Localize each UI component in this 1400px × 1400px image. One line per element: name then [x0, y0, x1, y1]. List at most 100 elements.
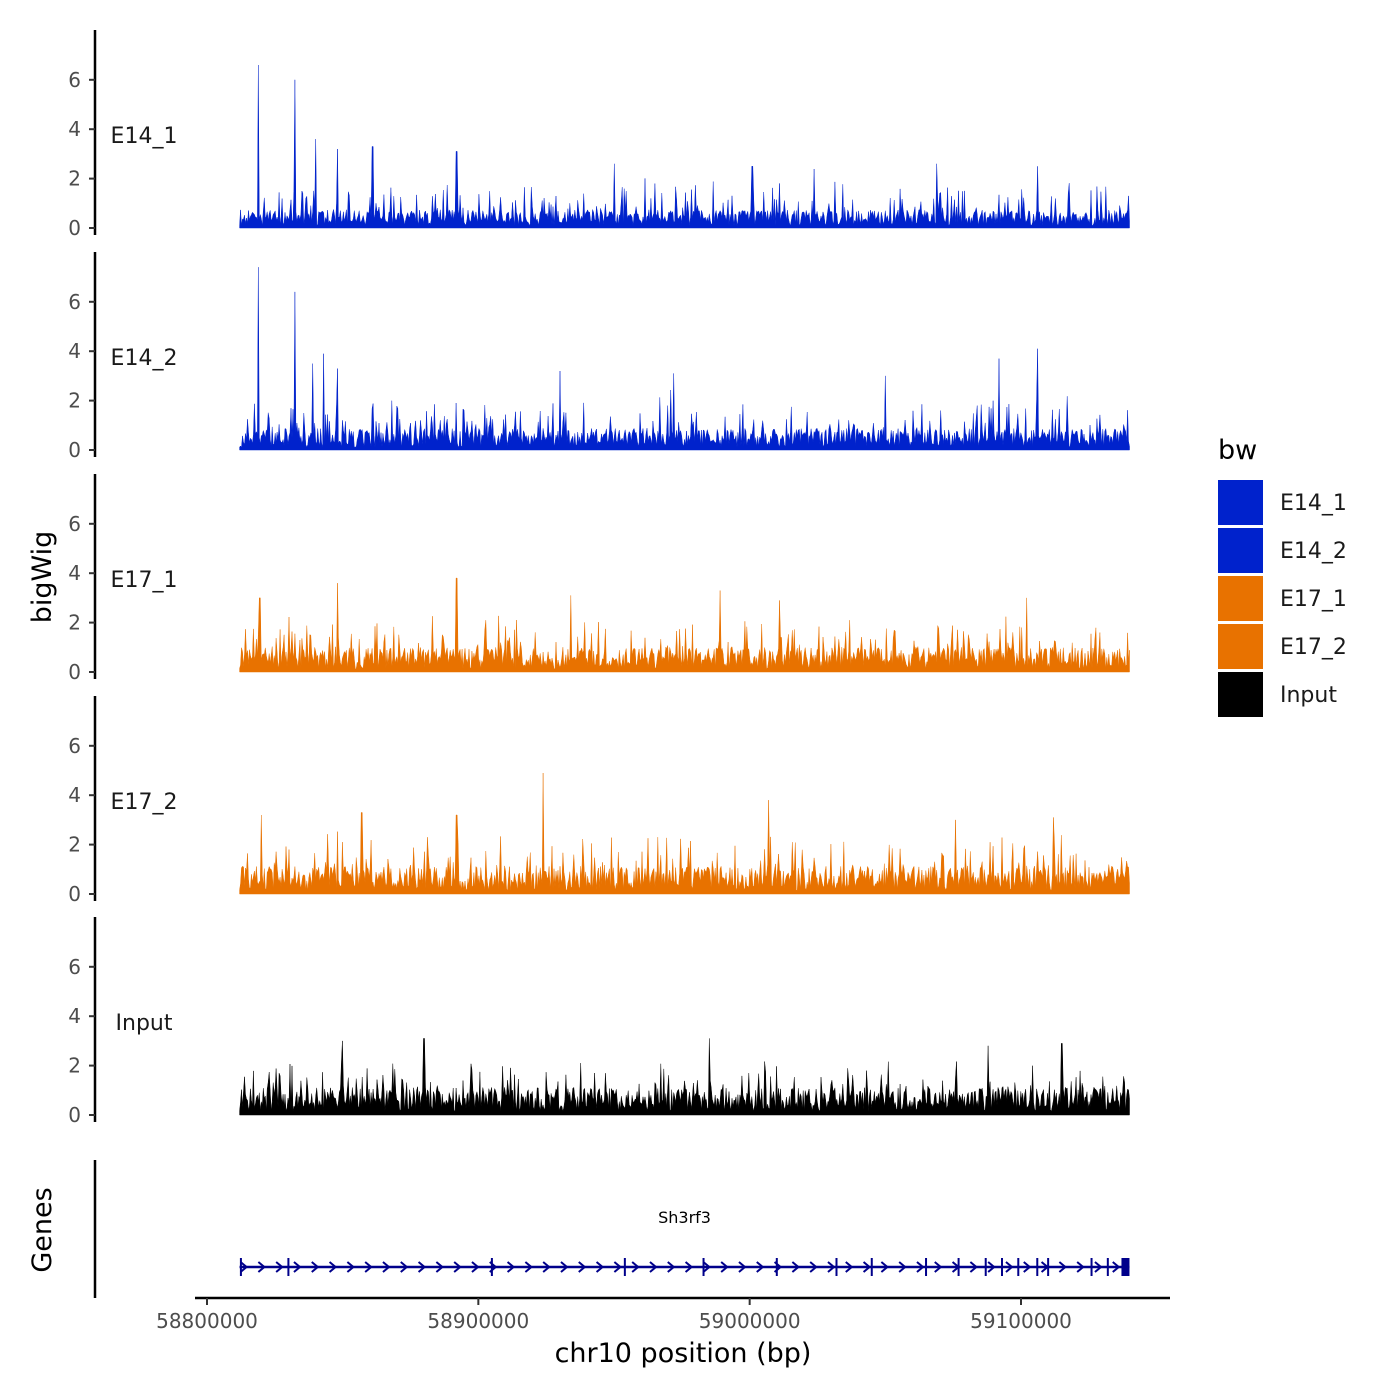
legend-item-e14-2: E14_2	[1218, 528, 1347, 573]
strand-arrow	[684, 1261, 694, 1273]
gene-exon	[1090, 1258, 1093, 1276]
strand-arrow	[880, 1261, 889, 1273]
strand-arrow	[595, 1261, 605, 1273]
y-tick-label: 4	[68, 117, 81, 141]
coverage-area-e14-1	[239, 64, 1130, 229]
x-tick-label: 58800000	[156, 1309, 258, 1333]
y-tick-label: 6	[68, 512, 81, 536]
strand-arrow	[524, 1261, 533, 1273]
gene-sh3rf3: Sh3rf3	[239, 1208, 1130, 1276]
gene-label: Sh3rf3	[658, 1208, 711, 1227]
strand-arrow	[1058, 1261, 1067, 1273]
y-tick-label: 2	[68, 389, 81, 413]
x-tick-label: 59100000	[970, 1309, 1072, 1333]
coverage-area-e17-2	[239, 772, 1130, 895]
y-tick-label: 0	[68, 660, 81, 684]
legend-item-e17-1: E17_1	[1218, 576, 1347, 621]
strand-arrow	[239, 1261, 249, 1273]
legend-label: E17_2	[1280, 635, 1347, 660]
legend-swatch	[1218, 480, 1263, 525]
legend-label: E14_1	[1280, 491, 1347, 516]
strand-arrow	[969, 1261, 978, 1273]
strand-arrow	[328, 1261, 338, 1273]
track-label: E17_1	[111, 568, 178, 593]
y-tick-label: 6	[68, 290, 81, 314]
strand-arrow	[1005, 1261, 1014, 1273]
coverage-area-input	[239, 1038, 1130, 1116]
strand-arrow	[417, 1261, 427, 1273]
gene-exon	[1106, 1258, 1109, 1276]
y-tick-label: 6	[68, 955, 81, 979]
strand-arrow	[1076, 1261, 1085, 1273]
strand-arrow	[916, 1261, 925, 1273]
strand-arrow	[364, 1261, 373, 1273]
y-tick-label: 4	[68, 1004, 81, 1028]
track-label: E17_2	[111, 790, 178, 815]
legend-swatch	[1218, 528, 1263, 573]
strand-arrow	[578, 1261, 587, 1273]
legend-label: E14_2	[1280, 539, 1347, 564]
legend: bw E14_1 E14_2 E17_1 E17_2 Input	[1218, 435, 1347, 717]
track-e14-2: 0 2 4 6 E14_2	[68, 252, 1130, 462]
y-tick-label: 2	[68, 1054, 81, 1078]
gene-exon	[925, 1258, 928, 1276]
y-tick-label: 4	[68, 561, 81, 585]
track-label: Input	[116, 1011, 173, 1036]
strand-arrow	[862, 1261, 872, 1273]
y-tick-label: 4	[68, 783, 81, 807]
gene-exon	[1036, 1258, 1039, 1276]
x-tick-label: 58900000	[427, 1309, 529, 1333]
gene-exon	[870, 1258, 873, 1276]
gene-exon	[1017, 1258, 1020, 1276]
strand-arrow	[435, 1261, 444, 1273]
legend-item-input: Input	[1218, 672, 1337, 717]
strand-arrow	[506, 1261, 516, 1273]
strand-arrow	[471, 1261, 480, 1273]
strand-arrow	[791, 1261, 800, 1273]
strand-arrow	[934, 1261, 943, 1273]
legend-item-e14-1: E14_1	[1218, 480, 1347, 525]
coverage-area-e14-2	[239, 267, 1130, 451]
coverage-tracks: 0 2 4 6 E14_1 0 2 4 6 E14_2 0 2 4 6 E17_1 0 2 4 6 E17_2 0 2 4 6…	[68, 30, 1130, 1127]
strand-arrow	[346, 1261, 355, 1273]
strand-arrow	[1112, 1261, 1121, 1273]
legend-title: bw	[1218, 435, 1257, 466]
strand-arrow	[400, 1261, 409, 1273]
legend-swatch	[1218, 672, 1263, 717]
y-tick-label: 6	[68, 734, 81, 758]
gene-exon	[835, 1258, 838, 1276]
legend-label: E17_1	[1280, 587, 1347, 612]
gene-exon	[1121, 1258, 1130, 1276]
x-axis-title: chr10 position (bp)	[555, 1338, 812, 1369]
gene-exon	[490, 1258, 493, 1276]
gene-exon	[623, 1258, 626, 1276]
y-tick-label: 2	[68, 611, 81, 635]
strand-arrow	[720, 1261, 729, 1273]
gene-exon	[984, 1258, 987, 1276]
legend-swatch	[1218, 624, 1263, 669]
y-tick-label: 2	[68, 167, 81, 191]
y-tick-label: 2	[68, 833, 81, 857]
strand-arrow	[987, 1261, 996, 1273]
strand-arrow	[542, 1261, 551, 1273]
gene-exon	[957, 1258, 960, 1276]
track-input: 0 2 4 6 Input	[68, 917, 1130, 1127]
gene-exon	[702, 1258, 705, 1276]
x-tick-label: 59000000	[699, 1309, 801, 1333]
legend-item-e17-2: E17_2	[1218, 624, 1347, 669]
gene-exon	[239, 1258, 242, 1276]
track-e17-2: 0 2 4 6 E17_2	[68, 696, 1130, 906]
strand-arrow	[809, 1261, 818, 1273]
strand-arrow	[453, 1261, 462, 1273]
gene-exon	[287, 1258, 290, 1276]
strand-arrow	[845, 1261, 854, 1273]
strand-arrow	[293, 1261, 302, 1273]
strand-arrow	[631, 1261, 640, 1273]
strand-arrow	[613, 1261, 622, 1273]
strand-arrow	[649, 1261, 658, 1273]
strand-arrow	[560, 1261, 569, 1273]
strand-arrow	[667, 1261, 676, 1273]
gene-exon	[1047, 1258, 1050, 1276]
strand-arrow	[1094, 1261, 1103, 1273]
